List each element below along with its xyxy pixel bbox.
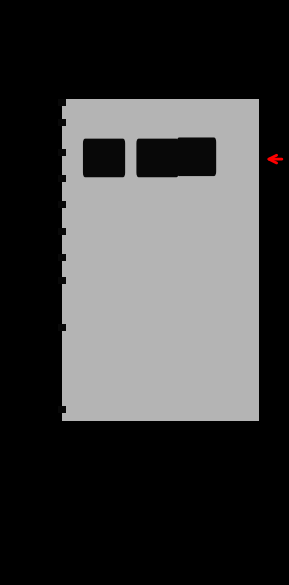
FancyBboxPatch shape [58, 228, 66, 235]
FancyBboxPatch shape [58, 324, 66, 331]
FancyBboxPatch shape [58, 201, 66, 208]
FancyBboxPatch shape [83, 139, 125, 177]
FancyBboxPatch shape [58, 175, 66, 182]
FancyBboxPatch shape [58, 254, 66, 261]
FancyBboxPatch shape [177, 137, 216, 176]
FancyBboxPatch shape [58, 406, 66, 413]
FancyBboxPatch shape [136, 139, 179, 177]
FancyBboxPatch shape [58, 99, 66, 106]
FancyBboxPatch shape [58, 277, 66, 284]
Bar [62, 99, 259, 421]
FancyBboxPatch shape [58, 149, 66, 156]
FancyBboxPatch shape [58, 119, 66, 126]
